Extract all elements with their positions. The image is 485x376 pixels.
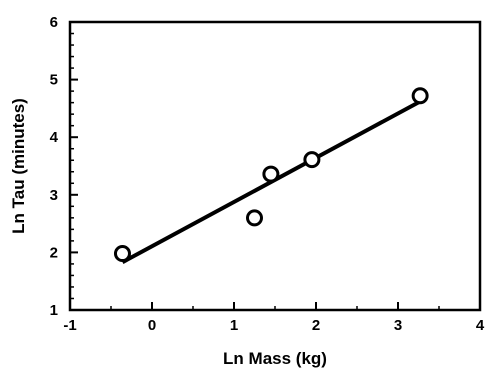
y-axis-ticks xyxy=(70,21,78,311)
x-axis-ticks xyxy=(69,302,481,310)
x-tick-label-0: -1 xyxy=(63,317,76,334)
x-tick-label-4: 3 xyxy=(394,317,402,334)
data-point-3 xyxy=(303,151,321,169)
data-point-0 xyxy=(113,245,131,263)
y-tick-label-1: 2 xyxy=(50,244,58,261)
y-axis-label: Ln Tau (minutes) xyxy=(9,98,28,234)
data-points xyxy=(113,87,429,263)
x-axis-tick-labels: -1 0 1 2 3 4 xyxy=(63,317,485,334)
data-point-1 xyxy=(246,209,263,227)
plot-frame xyxy=(68,20,482,312)
y-tick-label-5: 6 xyxy=(50,14,58,31)
x-tick-label-2: 1 xyxy=(230,317,238,334)
y-tick-label-4: 5 xyxy=(50,72,58,89)
x-tick-label-3: 2 xyxy=(312,317,320,334)
data-point-2 xyxy=(262,165,280,183)
x-tick-label-1: 0 xyxy=(148,317,156,334)
y-tick-label-2: 3 xyxy=(50,187,58,204)
data-point-4 xyxy=(411,87,429,105)
y-axis-tick-labels: 1 2 3 4 5 6 xyxy=(50,14,59,319)
y-tick-label-3: 4 xyxy=(50,129,59,146)
x-tick-label-5: 4 xyxy=(476,317,485,334)
x-axis-label: Ln Mass (kg) xyxy=(223,349,327,368)
y-tick-label-0: 1 xyxy=(50,302,58,319)
